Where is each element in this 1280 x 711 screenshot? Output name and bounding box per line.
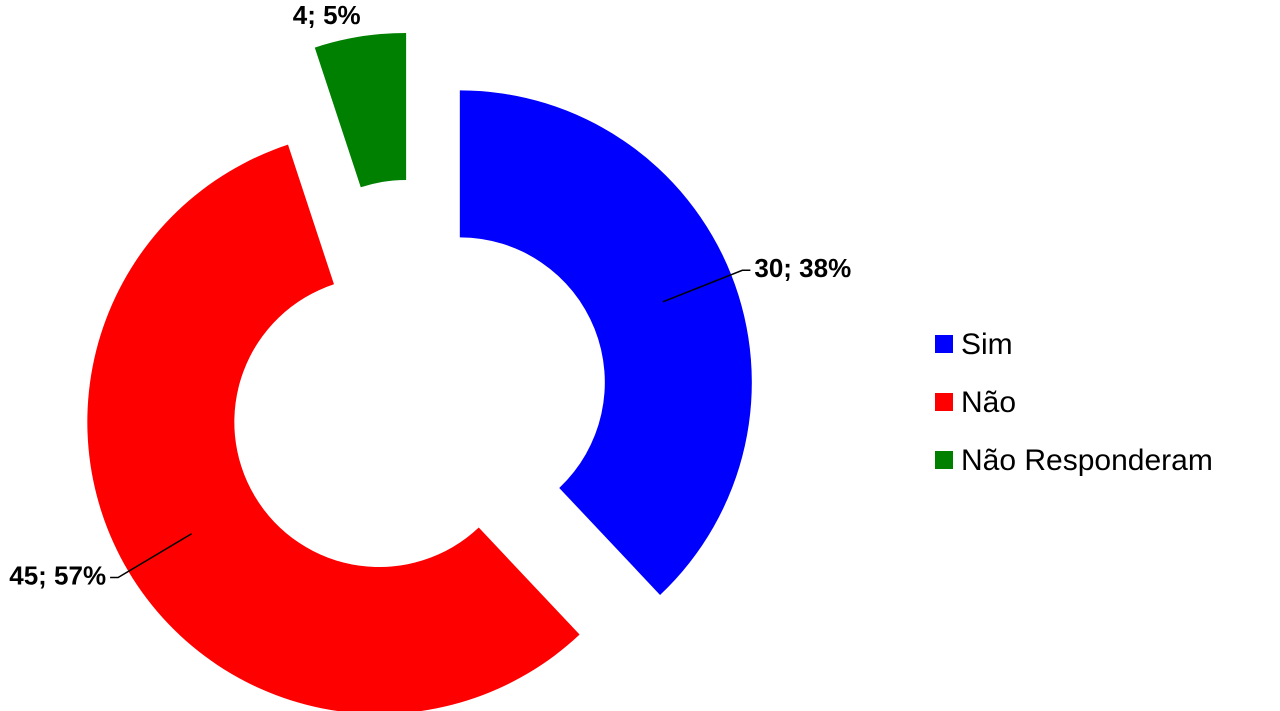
legend-label: Não Responderam	[961, 444, 1213, 477]
donut-slice	[87, 144, 580, 711]
leader-line	[110, 533, 192, 579]
data-label: 30; 38%	[754, 253, 851, 283]
data-label: 4; 5%	[293, 0, 361, 30]
legend-label: Sim	[961, 328, 1013, 361]
legend-swatch	[935, 451, 953, 469]
donut-slice	[459, 90, 752, 595]
legend-swatch	[935, 335, 953, 353]
leader-line	[662, 269, 751, 303]
data-label: 45; 57%	[9, 560, 106, 590]
donut-slice	[314, 32, 407, 188]
legend-label: Não	[961, 386, 1016, 419]
legend-swatch	[935, 393, 953, 411]
